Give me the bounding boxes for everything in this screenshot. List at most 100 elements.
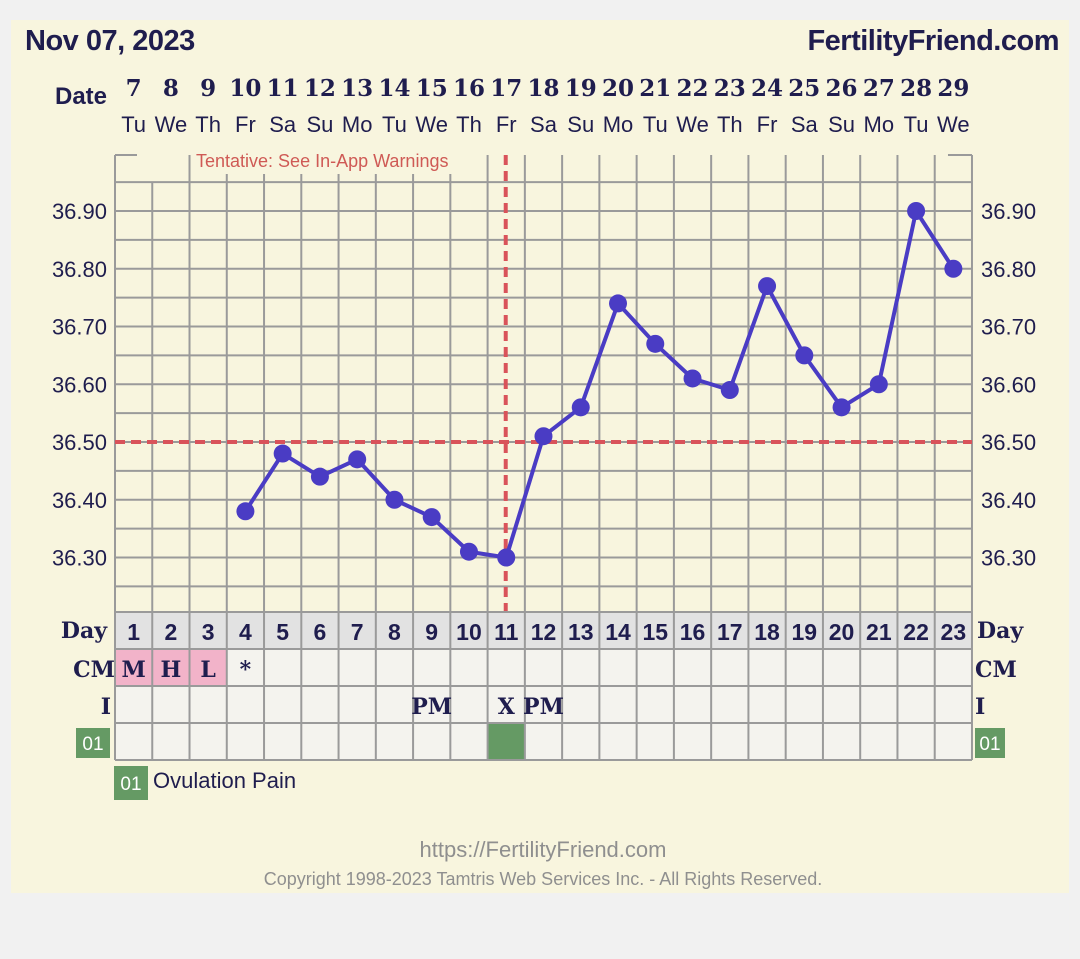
cm-row-label-left: CM: [73, 657, 115, 683]
y-axis-ticks: 36.90 36.90 36.80 36.80 36.70 36.70 36.60 36.60…: [52, 199, 1036, 571]
date-tick: 15: [416, 75, 448, 102]
y-tick-left: 36.60: [52, 372, 107, 397]
y-tick-left: 36.90: [52, 199, 107, 224]
weekday-tick: Th: [717, 112, 743, 137]
cycle-day-label: 2: [164, 619, 177, 645]
cm-cell-fill: [189, 649, 227, 686]
y-tick-right: 36.30: [981, 546, 1036, 571]
cm-cell: *: [240, 657, 252, 683]
cycle-day-label: 15: [642, 619, 668, 645]
y-tick-right: 36.40: [981, 488, 1036, 513]
date-tick: 7: [126, 75, 142, 102]
cycle-rows: 1 2 3 4 5 6 7 8 9 10 11 12 13 14 15 16 17 18 19 20 21 22 23M H L…: [114, 611, 973, 761]
temperature-point: [571, 398, 590, 417]
weekday-tick: We: [415, 112, 448, 137]
temperature-point: [683, 369, 702, 388]
cm-cell: M: [121, 657, 145, 683]
cycle-day-label: 17: [717, 619, 743, 645]
ovulation-pain-cell: [487, 723, 525, 760]
weekday-tick: Sa: [791, 112, 819, 137]
y-tick-right: 36.80: [981, 257, 1036, 282]
date-tick: 17: [490, 75, 522, 102]
cycle-day-label: 5: [276, 619, 289, 645]
date-tick: 28: [900, 75, 932, 102]
cycle-day-label: 6: [314, 619, 327, 645]
cm-cell: H: [160, 657, 181, 683]
weekday-tick: We: [676, 112, 709, 137]
cycle-day-label: 16: [680, 619, 706, 645]
cycle-day-label: 22: [903, 619, 929, 645]
legend-code: 01: [120, 774, 141, 795]
date-tick: 20: [602, 75, 634, 102]
temperature-point: [609, 294, 628, 313]
cycle-day-label: 10: [456, 619, 482, 645]
y-tick-right: 36.70: [981, 315, 1036, 340]
day-row-bg: [115, 612, 972, 649]
temperature-point: [422, 508, 441, 527]
y-tick-right: 36.60: [981, 372, 1036, 397]
weekday-tick: Tu: [382, 112, 407, 137]
tag-code-right-badge: [975, 728, 1005, 758]
date-tick: 16: [453, 75, 485, 102]
weekday-tick: Su: [567, 112, 594, 137]
tag-code-left-badge: [76, 728, 110, 758]
cycle-day-label: 8: [388, 619, 401, 645]
legend-label: Ovulation Pain: [153, 768, 296, 793]
cm-cell-fill: [152, 649, 190, 686]
temperature-point: [273, 444, 292, 463]
date-tick: 26: [826, 75, 858, 102]
date-tick: 8: [163, 75, 179, 102]
chart-date-title: Nov 07, 2023: [25, 25, 195, 57]
cycle-day-label: 21: [866, 619, 892, 645]
date-row-label: Date: [55, 83, 107, 110]
temperature-point: [907, 202, 926, 220]
temperature-point: [459, 542, 478, 561]
weekday-tick: Fr: [496, 112, 517, 137]
intercourse-cell: PM: [523, 694, 564, 720]
tentative-warning[interactable]: Tentative: See In-App Warnings: [196, 151, 448, 171]
y-tick-right: 36.50: [981, 430, 1036, 455]
temperature-point: [646, 334, 665, 353]
temperature-point: [348, 450, 367, 469]
weekday-tick: Sa: [269, 112, 297, 137]
weekday-tick: Su: [306, 112, 333, 137]
date-tick: 18: [527, 75, 559, 102]
weekday-tick: Mo: [342, 112, 373, 137]
weekday-tick: Mo: [864, 112, 895, 137]
cycle-day-label: 11: [494, 619, 519, 645]
legend-badge: [114, 766, 148, 800]
weekday-tick: We: [937, 112, 970, 137]
cycle-day-label: 18: [754, 619, 780, 645]
fertility-chart-panel: Nov 07, 2023 FertilityFriend.com Date 7 T…: [11, 20, 1069, 893]
temperature-point: [720, 381, 739, 400]
y-tick-left: 36.30: [52, 546, 107, 571]
temperature-point: [310, 467, 329, 486]
cycle-day-label: 19: [792, 619, 818, 645]
footer-url[interactable]: https://FertilityFriend.com: [420, 837, 667, 862]
y-tick-left: 36.40: [52, 488, 107, 513]
cycle-day-label: 1: [127, 619, 140, 645]
temperature-line: [243, 209, 956, 560]
date-tick: 12: [304, 75, 336, 102]
date-tick: 27: [863, 75, 895, 102]
brand-link[interactable]: FertilityFriend.com: [807, 25, 1059, 57]
intercourse-row-label-right: I: [975, 694, 985, 720]
date-tick: 29: [937, 75, 969, 102]
date-tick: 25: [788, 75, 820, 102]
date-tick: 14: [378, 75, 410, 102]
temperature-point: [832, 398, 851, 417]
weekday-tick: Tu: [643, 112, 668, 137]
cycle-day-label: 20: [829, 619, 855, 645]
cycle-day-label: 3: [202, 619, 215, 645]
cycle-day-label: 13: [568, 619, 594, 645]
temperature-point: [795, 346, 814, 365]
cycle-day-label: 4: [239, 619, 252, 645]
temperature-point: [497, 548, 516, 567]
cm-cell: L: [200, 657, 215, 683]
intercourse-cell: PM: [411, 694, 452, 720]
cm-row-label-right: CM: [975, 657, 1017, 683]
date-tick: 11: [267, 75, 299, 102]
tag-code-right: 01: [979, 734, 1000, 755]
intercourse-row-label-left: I: [101, 694, 111, 720]
intercourse-cell: X: [498, 694, 516, 720]
